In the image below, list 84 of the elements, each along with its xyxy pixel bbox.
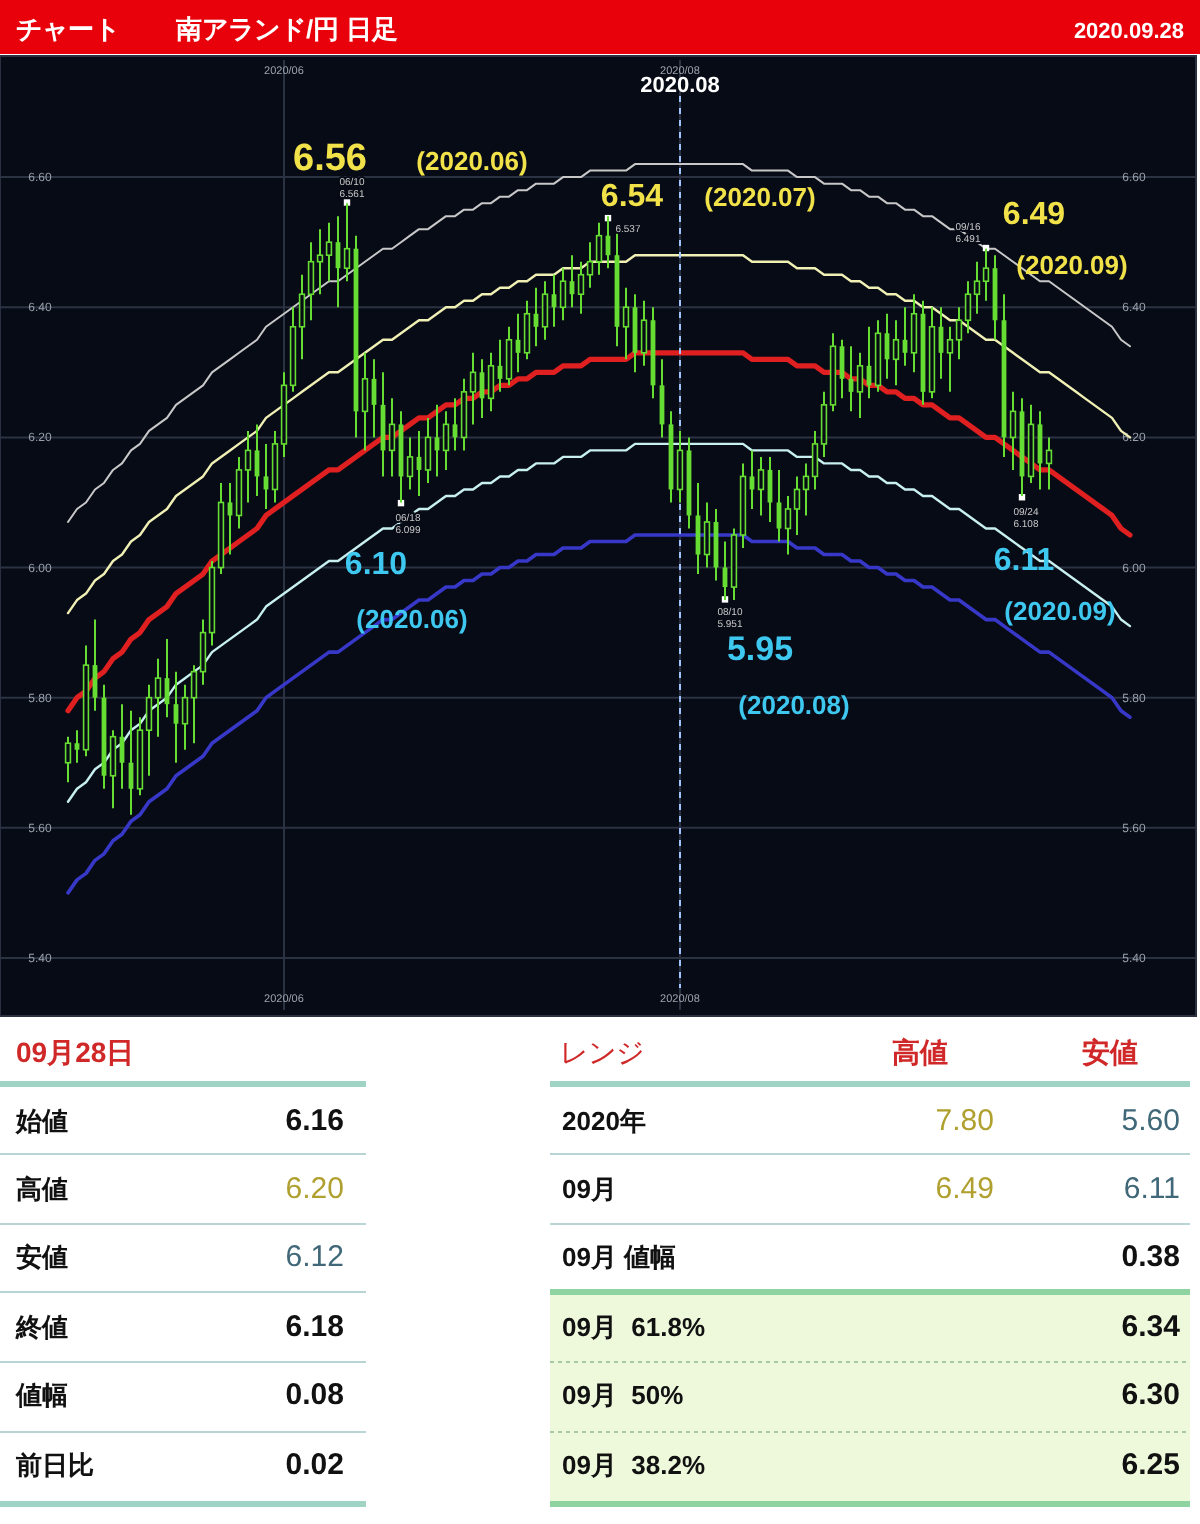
text: 09月 50%	[562, 1380, 685, 1410]
ref-line-label: 2020.08	[640, 74, 720, 98]
candlestick	[622, 286, 630, 361]
text: 7.80	[935, 1104, 994, 1138]
text: 高値	[16, 1174, 68, 1204]
candlestick	[703, 501, 711, 569]
annotation: 5.95	[726, 630, 794, 668]
text: 2020年	[562, 1106, 646, 1136]
candlestick	[1009, 390, 1017, 471]
text: 0.02	[285, 1448, 344, 1482]
candlestick	[505, 325, 513, 387]
candlestick	[325, 221, 333, 283]
text: 6.11	[1123, 1172, 1180, 1206]
candlestick	[487, 351, 495, 413]
annotation: 6.11	[993, 544, 1055, 578]
candlestick	[586, 241, 594, 289]
text: 6.20	[285, 1172, 344, 1206]
candlestick	[577, 260, 585, 315]
text: 高値	[892, 1036, 948, 1068]
annotation: (2020.09)	[1004, 596, 1116, 626]
text: 6.18	[285, 1310, 344, 1344]
annotation: 6.54	[600, 180, 664, 214]
candlestick	[343, 202, 351, 283]
candlestick	[982, 247, 990, 302]
candlestick	[316, 228, 324, 296]
candlestick	[442, 410, 450, 471]
candlestick	[307, 241, 315, 322]
candlestick	[946, 325, 954, 393]
candlestick	[784, 494, 792, 556]
text: 5.60	[1121, 1104, 1180, 1138]
candlestick	[964, 280, 972, 335]
candlestick	[856, 351, 864, 419]
candlestick	[676, 429, 684, 504]
text: 6.12	[285, 1240, 344, 1274]
candlestick	[154, 657, 162, 738]
candlestick	[361, 351, 369, 452]
text: 09月	[562, 1174, 617, 1204]
candlestick	[406, 436, 414, 491]
text: 09月 38.2%	[562, 1450, 706, 1480]
candlestick	[460, 377, 468, 452]
candlestick	[1045, 436, 1053, 491]
text: チャート	[16, 14, 120, 44]
candlestick	[523, 299, 531, 361]
annotation: (2020.06)	[416, 146, 528, 176]
candlestick	[388, 397, 396, 478]
text: 0.08	[285, 1378, 344, 1412]
text: 始値	[14, 1106, 68, 1136]
candlestick	[235, 455, 243, 530]
chart-title: 南アランド/円 日足	[174, 14, 399, 44]
candlestick	[640, 299, 648, 367]
annotation: 6.56	[293, 138, 367, 180]
candlestick	[541, 280, 549, 341]
candlestick	[559, 267, 567, 322]
candlestick	[74, 729, 80, 764]
text: 6.25	[1121, 1448, 1180, 1482]
candlestick	[595, 221, 603, 276]
candlestick	[973, 260, 981, 315]
text: 09月28日	[16, 1036, 135, 1068]
annotation: 6.10	[344, 548, 408, 582]
candlestick	[892, 319, 900, 387]
text: 値幅	[14, 1380, 68, 1410]
text: 09月 値幅	[562, 1242, 677, 1272]
candlestick	[793, 475, 801, 536]
candlestick	[109, 729, 117, 810]
candlestick	[910, 293, 918, 374]
text: 6.30	[1121, 1378, 1180, 1412]
text: レンジ	[560, 1036, 644, 1068]
annotation: (2020.08)	[738, 690, 850, 720]
text: 安値	[16, 1242, 68, 1272]
text: 2020.09.28	[1073, 20, 1184, 44]
text: 安値	[1082, 1036, 1138, 1068]
candlestick	[757, 455, 765, 517]
annotation: (2020.09)	[1016, 250, 1128, 280]
text: 6.16	[285, 1104, 344, 1138]
text: 6.49	[935, 1172, 994, 1206]
text: 0.38	[1121, 1240, 1180, 1274]
candlestick	[424, 416, 432, 484]
annotation: (2020.07)	[704, 182, 816, 212]
text: 6.34	[1121, 1310, 1182, 1344]
candlestick	[64, 735, 72, 784]
text: 09月 61.8%	[562, 1312, 706, 1342]
text: 前日比	[14, 1450, 94, 1480]
annotation: 6.49	[1002, 198, 1066, 232]
text: 終値	[14, 1312, 68, 1342]
